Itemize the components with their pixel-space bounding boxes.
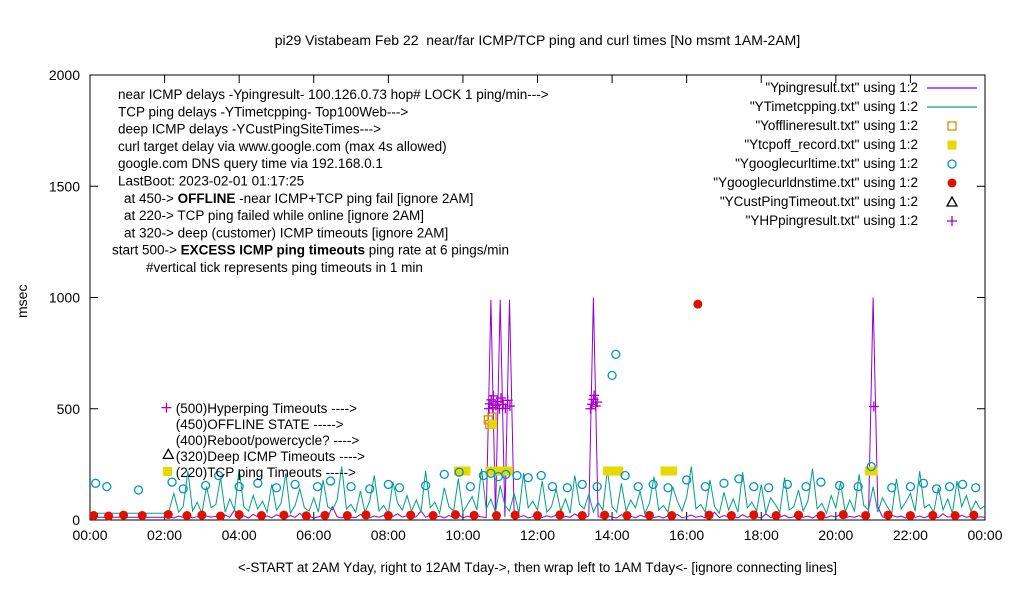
series-YTimetcpping: [90, 466, 986, 516]
level-label: (400)Reboot/powercycle? ---->: [176, 433, 360, 448]
series-Ygooglecurltime: [90, 349, 981, 495]
legend-entry: "Ygooglecurltime.txt" using 1:2: [735, 156, 957, 171]
annotation-line: at 220-> TCP ping failed while online [i…: [124, 208, 424, 223]
annotation-line: LastBoot: 2023-02-01 01:17:25: [118, 174, 304, 189]
x-tick-label: 14:00: [595, 527, 630, 543]
legend-label: "Ytcpoff_record.txt" using 1:2: [744, 137, 918, 152]
y-tick-label: 0: [72, 512, 80, 528]
y-tick-label: 2000: [49, 67, 80, 83]
x-tick-label: 16:00: [669, 527, 704, 543]
legend-label: "Ygooglecurldnstime.txt" using 1:2: [713, 175, 918, 190]
legend-entry: "Yofflineresult.txt" using 1:2: [755, 118, 957, 133]
legend-label: "YHPpingresult.txt" using 1:2: [746, 213, 918, 228]
annotation-line: start 500-> EXCESS ICMP ping timeouts pi…: [112, 243, 509, 258]
y-tick-label: 500: [57, 401, 81, 417]
x-tick-label: 00:00: [72, 527, 107, 543]
legend-entry: "YHPpingresult.txt" using 1:2: [746, 213, 957, 228]
x-axis-label: <-START at 2AM Yday, right to 12AM Tday-…: [238, 560, 837, 575]
legend-label: "Ypingresult.txt" using 1:2: [765, 80, 918, 95]
x-tick-label: 06:00: [296, 527, 331, 543]
x-tick-label: 20:00: [818, 527, 853, 543]
x-tick-label: 08:00: [371, 527, 406, 543]
annotation-block: near ICMP delays -Ypingresult- 100.126.0…: [112, 87, 549, 275]
legend: "Ypingresult.txt" using 1:2 "YTimetcpping…: [713, 80, 977, 228]
annotation-line: #vertical tick represents ping timeouts …: [146, 260, 423, 275]
x-tick-label: 04:00: [222, 527, 257, 543]
series-Ytcpoff_record: [453, 419, 878, 476]
series-YHPpingresult: [484, 390, 879, 414]
level-label: (500)Hyperping Timeouts ---->: [176, 401, 357, 416]
legend-label: "Yofflineresult.txt" using 1:2: [755, 118, 918, 133]
level-label: (320)Deep ICMP Timeouts ---->: [176, 449, 365, 464]
y-tick-label: 1000: [49, 290, 80, 306]
chart-title: pi29 Vistabeam Feb 22 near/far ICMP/TCP …: [274, 32, 801, 48]
legend-entry: "Ytcpoff_record.txt" using 1:2: [744, 137, 957, 152]
annotation-line: at 320-> deep (customer) ICMP timeouts […: [124, 225, 448, 240]
y-tick-label: 1500: [49, 178, 80, 194]
y-axis: 0 500 1000 1500 2000: [49, 67, 985, 528]
x-tick-label: 22:00: [893, 527, 928, 543]
level-label: (220)TCP ping Timeouts ----->: [176, 465, 356, 480]
series-line: [90, 466, 986, 516]
level-annotations: (500)Hyperping Timeouts ---->(450)OFFLIN…: [161, 401, 365, 480]
x-tick-label: 18:00: [744, 527, 779, 543]
annotation-line: TCP ping delays -YTimetcpping- Top100Web…: [118, 104, 408, 119]
level-label: (450)OFFLINE STATE ----->: [176, 417, 344, 432]
x-tick-label: 02:00: [147, 527, 182, 543]
x-tick-label: 12:00: [520, 527, 555, 543]
legend-label: "YTimetcpping.txt" using 1:2: [750, 99, 918, 114]
annotation-line: google.com DNS query time via 192.168.0.…: [118, 156, 383, 171]
series-Ygooglecurldnstime: [89, 299, 979, 521]
annotation-line: at 450-> OFFLINE -near ICMP+TCP ping fai…: [124, 191, 473, 206]
legend-entry: "YTimetcpping.txt" using 1:2: [750, 99, 977, 114]
annotation-line: deep ICMP delays -YCustPingSiteTimes--->: [118, 122, 381, 137]
annotation-line: near ICMP delays -Ypingresult- 100.126.0…: [118, 87, 549, 102]
legend-entry: "Ygooglecurldnstime.txt" using 1:2: [713, 175, 957, 190]
legend-label: "YCustPingTimeout.txt" using 1:2: [720, 194, 918, 209]
x-tick-label: 00:00: [967, 527, 1002, 543]
legend-entry: "Ypingresult.txt" using 1:2: [765, 80, 977, 95]
annotation-line: curl target delay via www.google.com (ma…: [118, 139, 447, 154]
x-tick-label: 10:00: [445, 527, 480, 543]
x-axis: 00:00 02:00 04:00 06:00 08:00 10:00 12:00 14:00…: [72, 75, 1003, 543]
legend-label: "Ygooglecurltime.txt" using 1:2: [735, 156, 918, 171]
legend-entry: "YCustPingTimeout.txt" using 1:2: [720, 194, 959, 209]
